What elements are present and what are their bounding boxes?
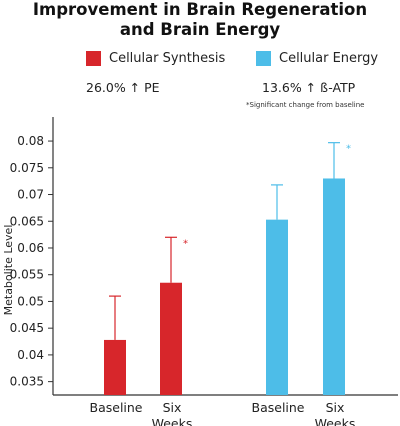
x-tick-label: Weeks <box>152 416 193 426</box>
significance-marker: * <box>183 238 188 249</box>
chart-title: Improvement in Brain Regeneration and Br… <box>0 0 400 40</box>
y-tick-label: 0.055 <box>10 268 44 282</box>
x-tick-label: Weeks <box>315 416 356 426</box>
y-tick-label: 0.035 <box>10 375 44 389</box>
significance-marker: * <box>346 144 351 155</box>
stat-pe-change: 26.0% ↑ PE <box>86 80 160 95</box>
y-tick-label: 0.045 <box>10 321 44 335</box>
y-axis-title: Metabolite Level <box>2 225 15 316</box>
y-tick-label: 0.075 <box>10 161 44 175</box>
x-tick-label: Baseline <box>252 400 305 415</box>
y-tick-label: 0.08 <box>17 134 44 148</box>
bar <box>323 178 345 395</box>
legend-label-cellular-synthesis: Cellular Synthesis <box>109 50 226 66</box>
stat-atp-change: 13.6% ↑ ß-ATP <box>262 80 356 95</box>
y-tick-label: 0.05 <box>17 294 44 308</box>
title-line-2: and Brain Energy <box>119 20 281 39</box>
legend-swatch-red <box>86 50 101 66</box>
legend-swatch-blue <box>256 50 271 66</box>
title-line-1: Improvement in Brain Regeneration <box>32 0 368 19</box>
bar <box>160 282 182 395</box>
footnote: *Significant change from baseline <box>246 101 365 109</box>
y-tick-label: 0.04 <box>17 348 44 362</box>
y-tick-label: 0.065 <box>10 214 44 228</box>
y-tick-label: 0.06 <box>17 241 44 255</box>
x-tick-label: Six <box>326 400 345 415</box>
y-tick-label: 0.07 <box>17 188 44 202</box>
legend-item-cellular-energy: Cellular Energy <box>256 49 378 67</box>
x-tick-label: Baseline <box>90 400 143 415</box>
legend-label-cellular-energy: Cellular Energy <box>279 50 379 66</box>
bar <box>266 219 288 395</box>
bar <box>104 339 126 395</box>
x-tick-label: Six <box>163 400 182 415</box>
legend-item-cellular-synthesis: Cellular Synthesis <box>86 49 225 67</box>
